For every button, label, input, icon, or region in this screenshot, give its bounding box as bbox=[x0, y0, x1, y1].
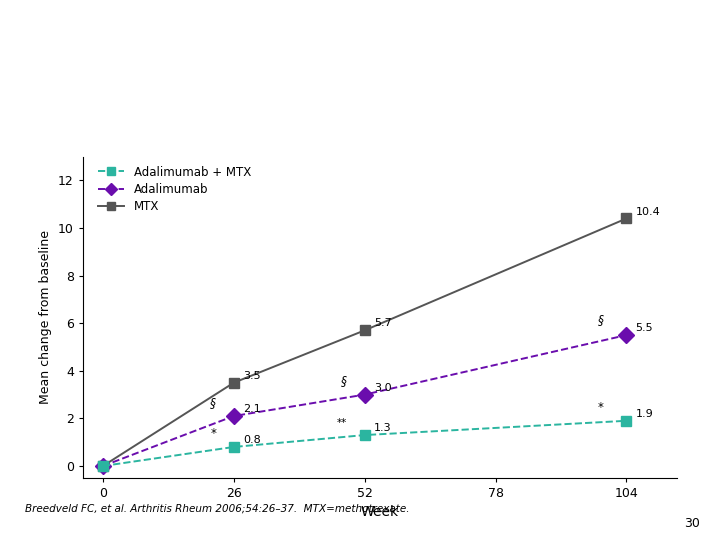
Text: §: § bbox=[210, 396, 216, 409]
Text: 30: 30 bbox=[684, 517, 700, 530]
Text: §: § bbox=[598, 313, 604, 326]
Text: **: ** bbox=[337, 418, 347, 428]
X-axis label: Week: Week bbox=[361, 505, 399, 519]
Text: 3.0: 3.0 bbox=[374, 383, 392, 393]
Text: PREMIER X-ray: PREMIER X-ray bbox=[24, 35, 218, 59]
Text: 1.9: 1.9 bbox=[636, 409, 653, 419]
Text: 10.4: 10.4 bbox=[636, 207, 660, 217]
Text: Breedveld FC, et al. Arthritis Rheum 2006;54:26–37.  MTX=methotrexate.: Breedveld FC, et al. Arthritis Rheum 200… bbox=[25, 504, 410, 514]
Text: §: § bbox=[341, 374, 347, 388]
Text: 5.5: 5.5 bbox=[636, 323, 653, 333]
Text: 1.3: 1.3 bbox=[374, 423, 392, 433]
Text: 2.1: 2.1 bbox=[243, 404, 261, 414]
Legend: Adalimumab + MTX, Adalimumab, MTX: Adalimumab + MTX, Adalimumab, MTX bbox=[94, 163, 254, 217]
Text: *: * bbox=[598, 401, 604, 414]
Text: 5.7: 5.7 bbox=[374, 319, 392, 328]
Text: *: * bbox=[210, 427, 216, 440]
Y-axis label: Mean change from baseline: Mean change from baseline bbox=[40, 230, 53, 404]
Text: 0.8: 0.8 bbox=[243, 435, 261, 445]
Text: 3.5: 3.5 bbox=[243, 371, 261, 381]
